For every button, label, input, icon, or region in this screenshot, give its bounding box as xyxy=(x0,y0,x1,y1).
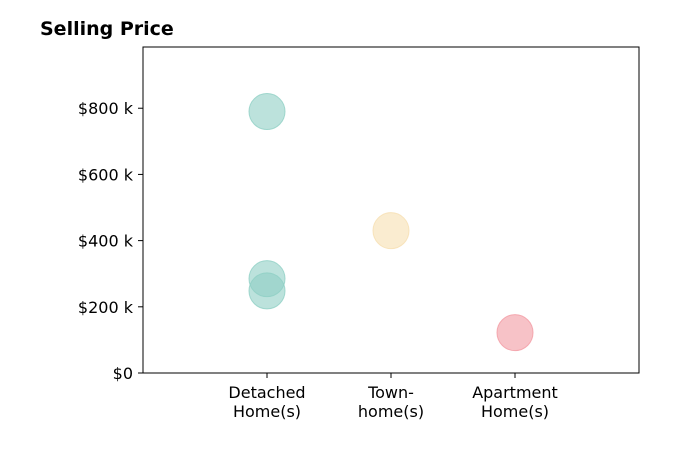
data-point xyxy=(248,272,286,310)
y-tick-label: $0 xyxy=(113,364,133,383)
x-tick-label: Town-home(s) xyxy=(358,383,424,421)
x-tick-label: Detached Home(s) xyxy=(228,383,305,421)
chart-title: Selling Price xyxy=(40,18,174,40)
data-point xyxy=(372,212,410,250)
data-point xyxy=(248,93,286,131)
data-point xyxy=(496,314,534,352)
y-tick-label: $200 k xyxy=(78,298,134,317)
plot-frame xyxy=(142,46,640,374)
y-axis: $0 $200 k $400 k $600 k $800 k xyxy=(78,99,143,383)
y-tick-label: $800 k xyxy=(78,99,134,118)
x-tick-label: Apartment Home(s) xyxy=(472,383,558,421)
x-axis: Detached Home(s) Town-home(s) Apartment Home… xyxy=(228,373,558,421)
points-layer xyxy=(248,93,534,352)
y-tick-label: $400 k xyxy=(78,232,134,251)
y-tick-label: $600 k xyxy=(78,165,134,184)
